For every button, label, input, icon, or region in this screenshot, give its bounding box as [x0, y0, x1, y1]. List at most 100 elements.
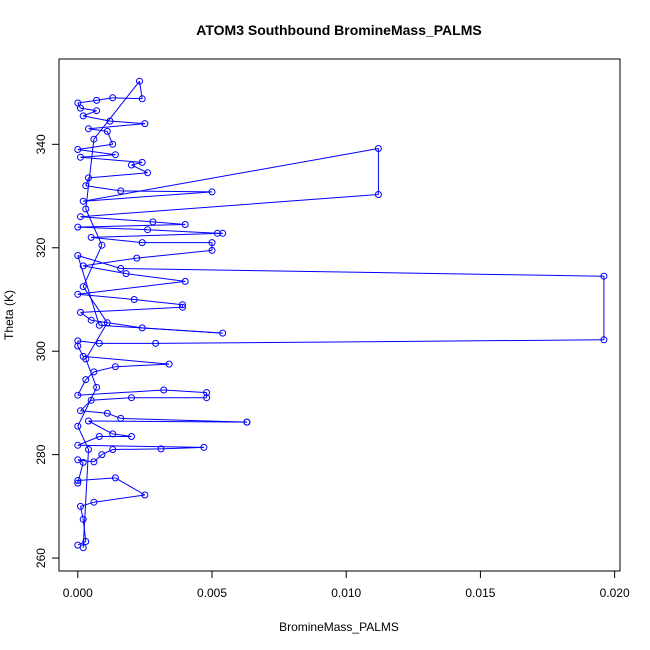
series-line-segment — [77, 345, 84, 357]
data-point — [85, 174, 92, 182]
data-point — [179, 301, 186, 309]
series-line-segment — [83, 115, 111, 122]
series-line-segment — [106, 131, 114, 145]
data-point — [144, 169, 152, 177]
series-line-segment — [80, 501, 95, 507]
data-point — [82, 538, 90, 545]
plot-frame — [58, 58, 621, 572]
series-line-segment — [91, 319, 143, 329]
series-line-segment — [107, 412, 121, 419]
y-axis-label: Theta (K) — [2, 290, 16, 340]
data-point — [117, 265, 125, 272]
data-point — [243, 418, 251, 426]
data-point — [103, 127, 111, 135]
series-line-segment — [163, 389, 207, 394]
x-axis-label: BromineMass_PALMS — [279, 620, 399, 634]
series-line-segment — [85, 185, 121, 192]
series-line-segment — [120, 417, 247, 423]
data-point — [128, 161, 135, 169]
series-line-segment — [115, 477, 146, 496]
data-point — [79, 112, 87, 120]
series-line-segment — [77, 541, 87, 546]
data-point — [82, 355, 90, 363]
data-point — [219, 229, 227, 237]
series-line-segment — [80, 216, 153, 223]
data-point — [138, 239, 146, 247]
series-line-segment — [77, 143, 113, 150]
series-line-segment — [80, 156, 143, 163]
series-line-segment — [136, 249, 213, 259]
series-line-segment — [134, 299, 183, 306]
series-line-segment — [80, 194, 379, 218]
data-point — [87, 316, 95, 324]
data-point — [77, 308, 84, 316]
series-line-segment — [77, 462, 84, 484]
data-point — [74, 337, 82, 345]
series-line-segment — [77, 224, 186, 228]
data-point — [77, 502, 84, 510]
data-point — [160, 386, 168, 394]
series-line-segment — [115, 363, 170, 368]
x-tick-label: 0.020 — [600, 586, 630, 600]
data-point — [98, 241, 106, 249]
data-point — [165, 360, 173, 368]
data-point — [90, 368, 98, 376]
data-point — [74, 479, 82, 487]
data-point — [128, 394, 135, 402]
data-point — [179, 303, 186, 311]
data-point — [74, 456, 82, 464]
data-point — [103, 319, 111, 327]
series-line-segment — [77, 389, 164, 396]
series-line-segment — [142, 327, 223, 334]
series-line-segment — [85, 208, 103, 246]
y-axis: 260 280 300 320 340 — [34, 134, 60, 568]
series-line-segment — [77, 444, 204, 448]
data-point — [141, 491, 149, 499]
series-line-segment — [155, 339, 604, 344]
series-line-segment — [83, 148, 379, 202]
data-point — [141, 120, 149, 128]
series-line-segment — [91, 236, 143, 244]
data-point — [79, 458, 87, 466]
data-point — [95, 433, 103, 440]
data-point — [128, 433, 135, 440]
series-line-segment — [80, 306, 183, 313]
data-point — [85, 125, 92, 133]
data-point — [200, 443, 208, 451]
data-point — [130, 296, 138, 303]
series-line-segment — [91, 397, 132, 401]
data-point — [87, 396, 95, 404]
series-line-segment — [80, 154, 116, 158]
data-point — [374, 145, 382, 152]
data-point — [144, 226, 152, 234]
series-line-segment — [112, 448, 162, 450]
series-line-segment — [85, 177, 89, 186]
data-point — [117, 414, 125, 422]
x-tick-label: 0.005 — [197, 586, 227, 600]
data-point — [111, 363, 119, 371]
y-tick-label: 300 — [34, 341, 48, 361]
series-line-segment — [80, 506, 84, 520]
series-line-segment — [88, 420, 247, 423]
series-line-segment — [77, 149, 116, 156]
series-line-segment — [147, 229, 218, 234]
series-line-segment — [77, 255, 121, 269]
data-point — [74, 252, 82, 259]
data-point — [157, 445, 165, 453]
data-point — [109, 446, 117, 453]
series-line-segment — [101, 449, 113, 456]
series-line-segment — [88, 123, 145, 130]
series-line-segment — [126, 273, 186, 282]
series-line-segment — [77, 280, 186, 295]
data-point — [82, 205, 90, 213]
data-point — [74, 146, 82, 153]
data-point — [74, 422, 82, 430]
x-axis: 0.000 0.005 0.010 0.015 0.020 — [63, 570, 630, 600]
plot-area — [74, 77, 608, 552]
data-point — [79, 283, 87, 291]
data-point — [133, 254, 141, 262]
data-point — [90, 458, 98, 466]
x-tick-label: 0.010 — [331, 586, 361, 600]
data-point — [74, 441, 82, 449]
